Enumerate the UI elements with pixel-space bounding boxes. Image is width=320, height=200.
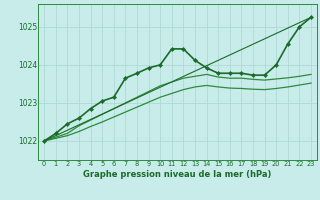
X-axis label: Graphe pression niveau de la mer (hPa): Graphe pression niveau de la mer (hPa) xyxy=(84,170,272,179)
